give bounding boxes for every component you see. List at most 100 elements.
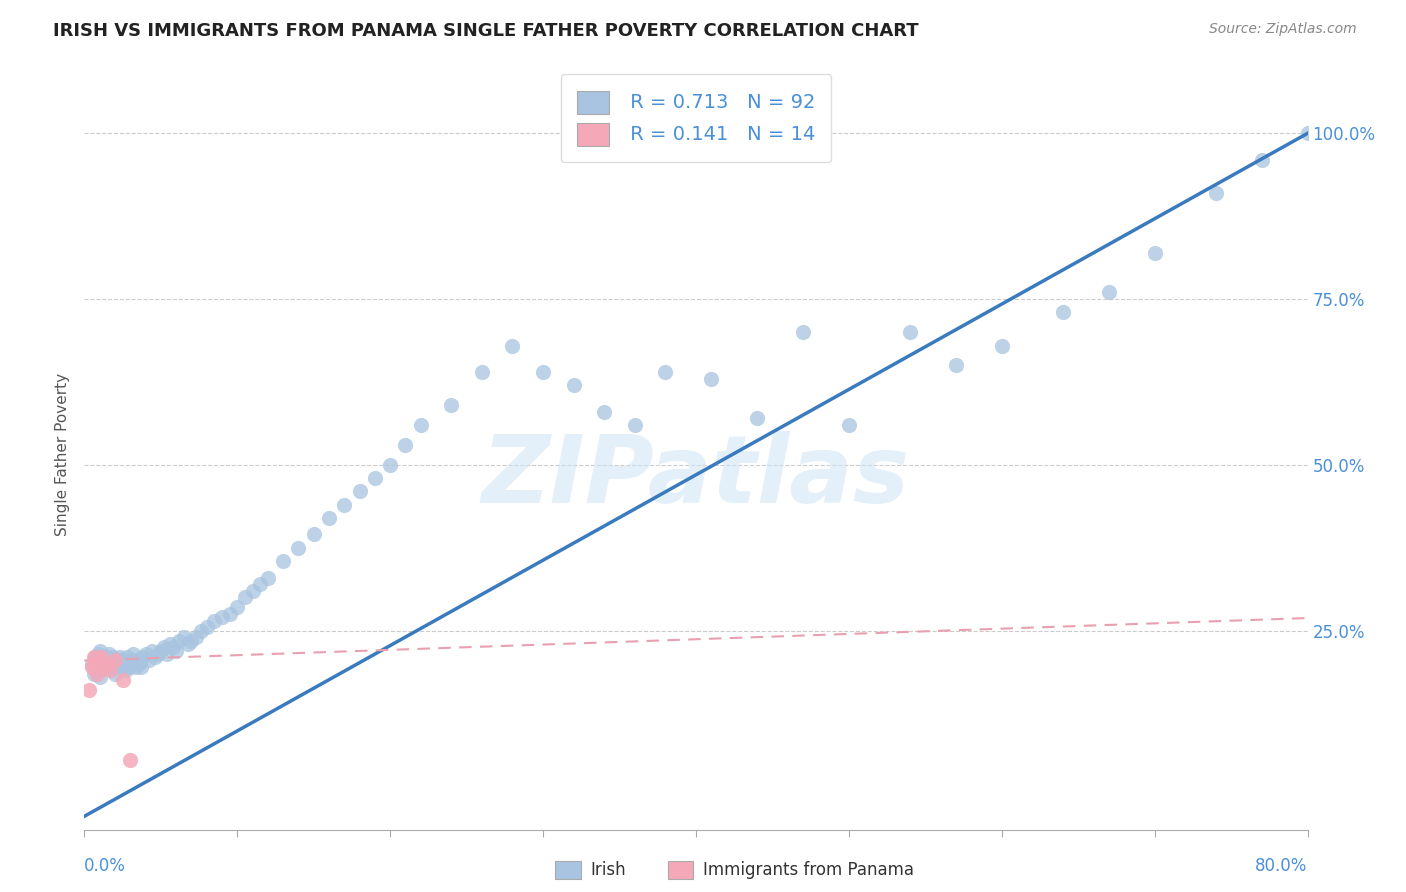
Point (118, 657, 141, 671)
Point (120, 660, 142, 674)
Point (838, 418, 860, 433)
Point (700, 372, 723, 386)
Point (101, 660, 124, 674)
Point (249, 577, 271, 591)
Point (184, 630, 207, 644)
Point (143, 650, 166, 665)
Point (242, 583, 264, 598)
Point (1205, 186, 1227, 200)
Point (149, 643, 172, 657)
Point (84, 657, 107, 671)
Point (125, 660, 148, 674)
Point (1250, 153, 1272, 167)
Point (124, 657, 146, 671)
Point (364, 471, 387, 485)
Point (202, 614, 225, 628)
Point (127, 653, 149, 667)
Point (86, 666, 108, 681)
Point (104, 653, 127, 667)
Text: Immigrants from Panama: Immigrants from Panama (703, 861, 914, 879)
Point (129, 660, 152, 674)
Point (91, 657, 114, 671)
Point (991, 338, 1014, 352)
Point (654, 365, 676, 379)
Point (83, 666, 105, 681)
Point (89, 653, 111, 667)
Point (135, 647, 157, 661)
Point (98, 664, 121, 678)
Point (562, 378, 585, 392)
Point (96, 657, 118, 671)
Text: Irish: Irish (591, 861, 626, 879)
Point (159, 637, 181, 651)
Point (89, 670, 111, 684)
Point (87, 660, 110, 674)
Text: IRISH VS IMMIGRANTS FROM PANAMA SINGLE FATHER POVERTY CORRELATION CHART: IRISH VS IMMIGRANTS FROM PANAMA SINGLE F… (53, 22, 920, 40)
Point (131, 650, 153, 665)
Point (87, 647, 110, 661)
Point (898, 325, 921, 339)
Point (120, 753, 142, 767)
Point (98, 653, 121, 667)
Point (156, 647, 179, 661)
Point (146, 647, 169, 661)
Point (380, 458, 402, 472)
Point (1296, 126, 1319, 140)
Point (318, 511, 340, 525)
Point (409, 418, 432, 433)
Point (103, 650, 125, 665)
Point (86, 660, 108, 674)
Point (93, 660, 115, 674)
Point (114, 664, 136, 678)
Point (94, 650, 117, 665)
Point (128, 657, 150, 671)
Point (122, 647, 145, 661)
Point (167, 633, 190, 648)
Point (190, 624, 212, 638)
Point (110, 653, 132, 667)
Point (89, 643, 111, 657)
Point (138, 653, 160, 667)
Point (177, 637, 200, 651)
Point (211, 610, 233, 624)
Point (121, 653, 143, 667)
Point (531, 365, 554, 379)
Point (257, 571, 280, 585)
Point (173, 630, 195, 644)
Point (165, 643, 187, 657)
Legend:  R = 0.713   N = 92,  R = 0.141   N = 14: R = 0.713 N = 92, R = 0.141 N = 14 (561, 74, 831, 162)
Point (349, 484, 371, 499)
Point (141, 643, 163, 657)
Point (77, 683, 100, 698)
Text: 0.0%: 0.0% (84, 857, 127, 875)
Point (593, 405, 616, 419)
Y-axis label: Single Father Poverty: Single Father Poverty (55, 374, 70, 536)
Text: 80.0%: 80.0% (1256, 857, 1308, 875)
Point (153, 640, 176, 655)
Point (233, 591, 256, 605)
Point (84, 650, 107, 665)
Point (302, 527, 325, 541)
Point (80, 657, 103, 671)
Point (104, 666, 127, 681)
Point (394, 438, 416, 452)
Point (287, 541, 309, 555)
Point (108, 650, 131, 665)
Point (105, 657, 128, 671)
Point (271, 554, 294, 568)
Text: Source: ZipAtlas.com: Source: ZipAtlas.com (1209, 22, 1357, 37)
Point (945, 359, 967, 373)
Point (502, 338, 524, 352)
Point (115, 650, 138, 665)
Point (107, 660, 129, 674)
Point (471, 365, 494, 379)
Point (80, 660, 103, 674)
Point (226, 600, 249, 615)
Point (96, 657, 118, 671)
Point (333, 498, 356, 512)
Point (195, 620, 218, 634)
Text: ZIPatlas: ZIPatlas (482, 432, 910, 524)
Point (1098, 285, 1121, 300)
Point (112, 657, 135, 671)
Point (440, 398, 463, 412)
